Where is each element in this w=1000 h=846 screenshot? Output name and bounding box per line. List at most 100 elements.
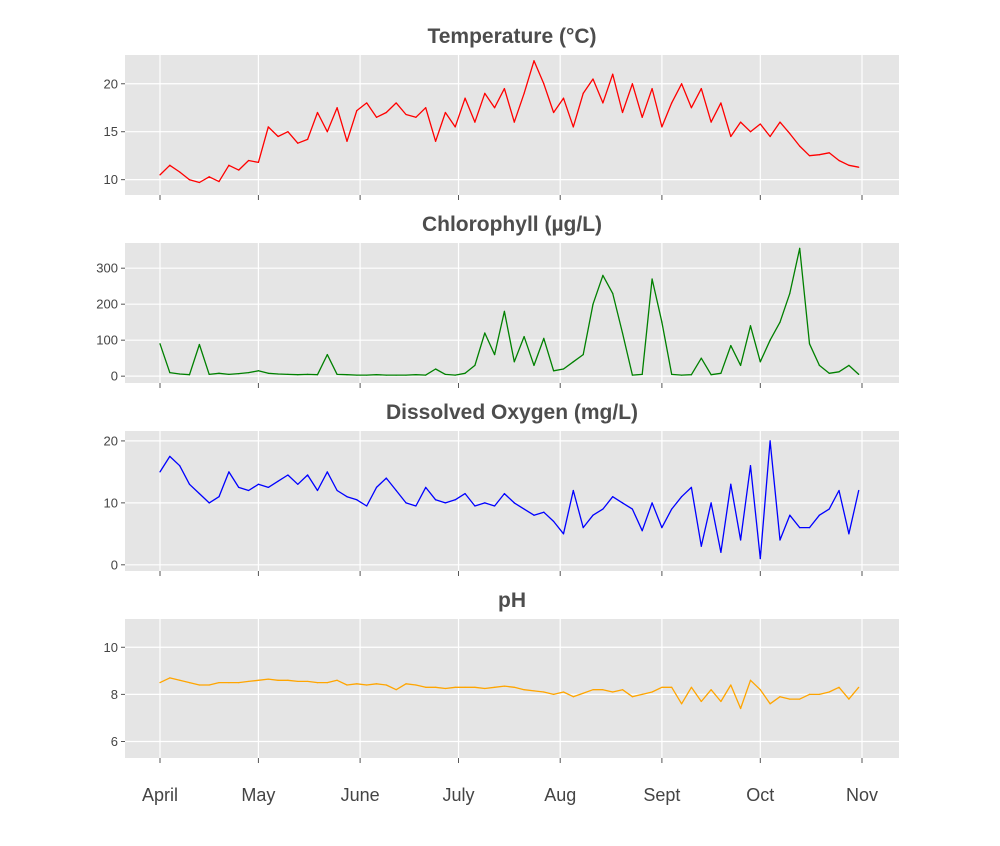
y-tick-label: 10	[104, 172, 118, 187]
data-point	[572, 361, 574, 363]
x-tick-label: Sept	[643, 785, 680, 805]
data-point	[395, 689, 397, 691]
data-point	[208, 684, 210, 686]
data-point	[749, 131, 752, 133]
data-point	[572, 126, 574, 128]
y-tick-label: 0	[111, 557, 118, 572]
data-point	[336, 107, 338, 109]
data-point	[740, 539, 742, 541]
data-point	[179, 171, 181, 173]
data-point	[356, 499, 358, 501]
plot-background	[125, 619, 899, 758]
data-point	[188, 179, 191, 181]
data-point	[464, 492, 466, 495]
data-point	[700, 357, 702, 359]
data-point	[434, 368, 437, 370]
data-point	[661, 126, 663, 128]
data-point	[779, 696, 781, 698]
data-point	[543, 511, 545, 513]
data-point	[612, 73, 614, 75]
data-point	[720, 551, 722, 554]
data-point	[375, 374, 378, 376]
data-point	[651, 278, 653, 280]
y-tick-label: 20	[104, 433, 118, 448]
data-point	[434, 499, 437, 501]
data-point	[415, 505, 417, 507]
data-point	[297, 680, 299, 683]
data-point	[218, 372, 220, 374]
data-point	[513, 121, 515, 123]
data-point	[267, 126, 269, 128]
data-point	[385, 111, 387, 114]
data-point	[533, 60, 535, 62]
data-point	[247, 371, 250, 374]
data-point	[838, 371, 840, 373]
data-point	[159, 471, 161, 473]
data-point	[169, 455, 171, 457]
data-point	[218, 682, 220, 684]
data-point	[818, 514, 820, 516]
data-point	[267, 678, 269, 680]
data-point	[307, 680, 309, 683]
data-point	[513, 502, 515, 504]
data-point	[828, 691, 830, 693]
data-point	[690, 107, 693, 109]
data-point	[562, 368, 565, 370]
data-point	[700, 87, 702, 90]
data-point	[218, 180, 220, 183]
data-point	[553, 520, 555, 523]
subplot-title: Dissolved Oxygen (mg/L)	[386, 401, 638, 424]
y-tick-label: 300	[96, 261, 118, 276]
data-point	[316, 682, 319, 684]
data-point	[602, 102, 604, 104]
data-point	[326, 682, 328, 684]
data-point	[661, 527, 663, 529]
data-point	[316, 111, 319, 114]
data-point	[523, 335, 525, 338]
data-point	[720, 372, 722, 374]
data-point	[474, 364, 476, 366]
data-point	[818, 364, 820, 366]
data-point	[828, 152, 830, 154]
y-tick-label: 200	[96, 297, 118, 312]
data-point	[612, 496, 614, 498]
data-point	[769, 440, 771, 442]
data-point	[346, 140, 348, 142]
subplot-title: Chlorophyll (µg/L)	[422, 213, 602, 236]
data-point	[621, 502, 624, 504]
data-point	[818, 693, 820, 695]
data-point	[228, 682, 230, 684]
subplot-3: 0 10 20 Dissolved Oxygen (mg/L)	[104, 401, 899, 576]
data-point	[759, 123, 761, 125]
subplot-2: 0 100 200 300 Chlorophyll (µg/L)	[96, 213, 899, 388]
data-point	[818, 154, 820, 156]
data-point	[789, 133, 791, 135]
data-point	[631, 508, 633, 510]
data-point	[543, 691, 545, 693]
data-point	[169, 164, 171, 166]
data-point	[366, 102, 368, 104]
data-point	[621, 689, 624, 691]
data-point	[710, 121, 712, 123]
data-point	[523, 508, 525, 510]
data-point	[592, 303, 594, 305]
data-point	[228, 373, 230, 375]
data-point	[425, 686, 427, 688]
data-point	[553, 370, 555, 372]
data-point	[484, 92, 486, 94]
data-point	[493, 107, 496, 109]
y-tick-label: 10	[104, 495, 118, 510]
data-point	[257, 679, 260, 681]
data-point	[159, 682, 161, 684]
data-point	[533, 364, 535, 366]
data-point	[405, 113, 407, 116]
data-point	[346, 684, 348, 686]
data-point	[631, 374, 633, 376]
data-point	[238, 373, 240, 375]
data-point	[602, 274, 604, 276]
data-point	[405, 502, 407, 504]
data-point	[720, 700, 722, 703]
data-point	[602, 508, 604, 510]
data-point	[395, 374, 397, 376]
